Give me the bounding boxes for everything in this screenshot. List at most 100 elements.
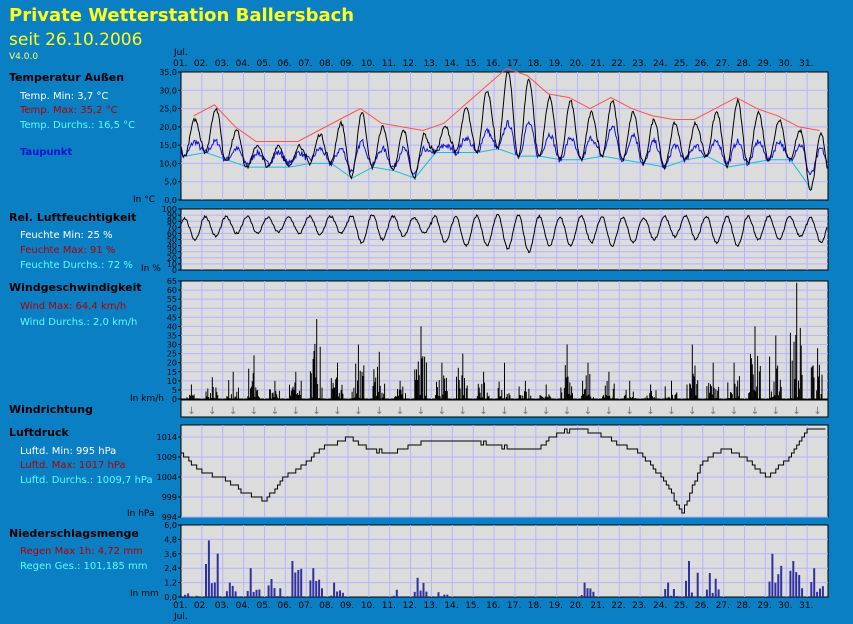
humidity-avg-label: Feuchte Durchs.: 72 % xyxy=(20,260,133,271)
x-tick-label-top: 02. xyxy=(194,59,208,69)
page-title: Private Wetterstation Ballersbach xyxy=(9,5,355,26)
wind-direction-arrow-icon: ↓ xyxy=(542,406,550,417)
wind-direction-arrow-icon: ↓ xyxy=(667,406,675,417)
x-tick-label-bottom: 27. xyxy=(716,601,730,611)
wind-ytick-label: 65 xyxy=(167,277,177,286)
wind-direction-arrow-icon: ↓ xyxy=(417,406,425,417)
temp-max-envelope xyxy=(193,67,820,142)
wind-ytick-label: 20 xyxy=(167,359,177,368)
wind-direction-arrow-icon: ↓ xyxy=(646,406,654,417)
x-tick-label-bottom: 24. xyxy=(653,601,667,611)
wind-direction-arrow-icon: ↓ xyxy=(229,406,237,417)
wind-ytick-label: 45 xyxy=(167,313,177,322)
x-tick-label-bottom: 14. xyxy=(444,601,458,611)
rain-bar xyxy=(413,591,416,597)
rain-bar xyxy=(225,591,228,597)
pressure-ytick-label: 1014 xyxy=(157,433,177,442)
wind-ytick-label: 15 xyxy=(167,368,177,377)
x-tick-label-top: 21. xyxy=(590,59,604,69)
rain-unit: In mm xyxy=(130,589,159,599)
wind-direction-arrow-icon: ↓ xyxy=(354,406,362,417)
humidity-title: Rel. Luftfeuchtigkeit xyxy=(9,211,137,224)
wind-unit: In km/h xyxy=(130,394,164,404)
rain-bar xyxy=(279,588,282,597)
rain-bar xyxy=(205,564,207,597)
x-tick-label-bottom: 18. xyxy=(528,601,542,611)
rain-bar xyxy=(207,540,210,597)
x-tick-label-top: 22. xyxy=(611,59,625,69)
wind-ytick-label: 10 xyxy=(167,377,177,386)
rain-bar xyxy=(717,589,720,597)
rain-bar xyxy=(231,585,234,597)
rain-bar xyxy=(813,568,816,597)
rain-bar xyxy=(210,583,213,597)
x-tick-label-bottom: 28. xyxy=(737,601,751,611)
x-tick-label-bottom: 13. xyxy=(423,601,437,611)
rain-bar xyxy=(392,595,395,597)
rain-bar xyxy=(258,589,261,597)
x-tick-label-bottom: 01. xyxy=(173,601,187,611)
rain-bar xyxy=(774,582,777,597)
wind-ytick-label: 60 xyxy=(167,286,177,295)
rain-bar xyxy=(705,589,708,597)
humidity-ytick-label: 100 xyxy=(162,205,177,214)
pressure-ytick-label: 999 xyxy=(162,493,177,502)
rain-bar xyxy=(819,588,821,597)
rain-ytick-label: 4,8 xyxy=(164,535,177,544)
x-tick-label-bottom: 05. xyxy=(256,601,270,611)
x-tick-label-top: 13. xyxy=(423,59,437,69)
wind-max-label: Wind Max: 64,4 km/h xyxy=(20,301,127,312)
x-tick-label-top: 27. xyxy=(716,59,730,69)
rain-bar xyxy=(213,582,216,597)
wind-direction-arrow-icon: ↓ xyxy=(521,406,529,417)
rain-bar xyxy=(333,582,336,597)
month-label-top: Jul. xyxy=(173,48,188,58)
rain-bar xyxy=(443,594,446,597)
rain-bar xyxy=(768,581,771,597)
x-tick-label-top: 14. xyxy=(444,59,458,69)
x-tick-label-bottom: 16. xyxy=(486,601,500,611)
wind-direction-arrow-icon: ↓ xyxy=(813,406,821,417)
pressure-ytick-label: 1009 xyxy=(157,453,177,462)
rain-bar xyxy=(670,595,672,597)
temperature-ytick-label: 10,0 xyxy=(159,159,177,168)
wind-title: Windgeschwindigkeit xyxy=(9,281,142,294)
temp-max-label: Temp. Max: 35,2 °C xyxy=(20,105,118,116)
rain-bar xyxy=(273,588,276,597)
x-tick-label-top: 08. xyxy=(319,59,333,69)
humidity-ytick-label: 40 xyxy=(167,242,177,251)
rain-bar xyxy=(714,578,717,597)
x-tick-label-bottom: 20. xyxy=(570,601,584,611)
x-tick-label-bottom: 23. xyxy=(632,601,646,611)
humidity-ytick-label: 30 xyxy=(167,248,177,257)
rain-bar xyxy=(771,553,774,597)
x-tick-label-top: 06. xyxy=(277,59,291,69)
rain-total-label: Regen Ges.: 101,185 mm xyxy=(20,561,148,572)
wind-direction-arrow-icon: ↓ xyxy=(500,406,508,417)
humidity-max-label: Feuchte Max: 91 % xyxy=(20,245,116,256)
direction-title: Windrichtung xyxy=(9,403,93,416)
wind-direction-arrow-icon: ↓ xyxy=(333,406,341,417)
rain-bar xyxy=(336,591,339,597)
x-tick-label-bottom: 08. xyxy=(319,601,333,611)
wind-direction-arrow-icon: ↓ xyxy=(313,406,321,417)
humidity-ytick-label: 0 xyxy=(172,266,177,275)
wind-direction-arrow-icon: ↓ xyxy=(292,406,300,417)
wind-avg-label: Wind Durchs.: 2,0 km/h xyxy=(20,317,138,328)
wind-ytick-label: 50 xyxy=(167,304,177,313)
wind-direction-arrow-icon: ↓ xyxy=(459,406,467,417)
wind-direction-arrow-icon: ↓ xyxy=(375,406,383,417)
temperature-ytick-label: 35,0 xyxy=(159,68,177,77)
version-label: V4.0.0 xyxy=(9,52,39,62)
rain-bar xyxy=(315,581,318,597)
humidity-unit: In % xyxy=(141,264,161,274)
wind-ytick-label: 35 xyxy=(167,331,177,340)
rain-plot-area xyxy=(180,524,829,598)
x-tick-label-top: 20. xyxy=(570,59,584,69)
rain-bar xyxy=(395,589,398,597)
rain-bar xyxy=(446,594,449,597)
rain-bar xyxy=(216,553,219,597)
rain-bar xyxy=(318,579,321,597)
rain-bar xyxy=(711,592,714,597)
x-tick-label-top: 05. xyxy=(256,59,270,69)
